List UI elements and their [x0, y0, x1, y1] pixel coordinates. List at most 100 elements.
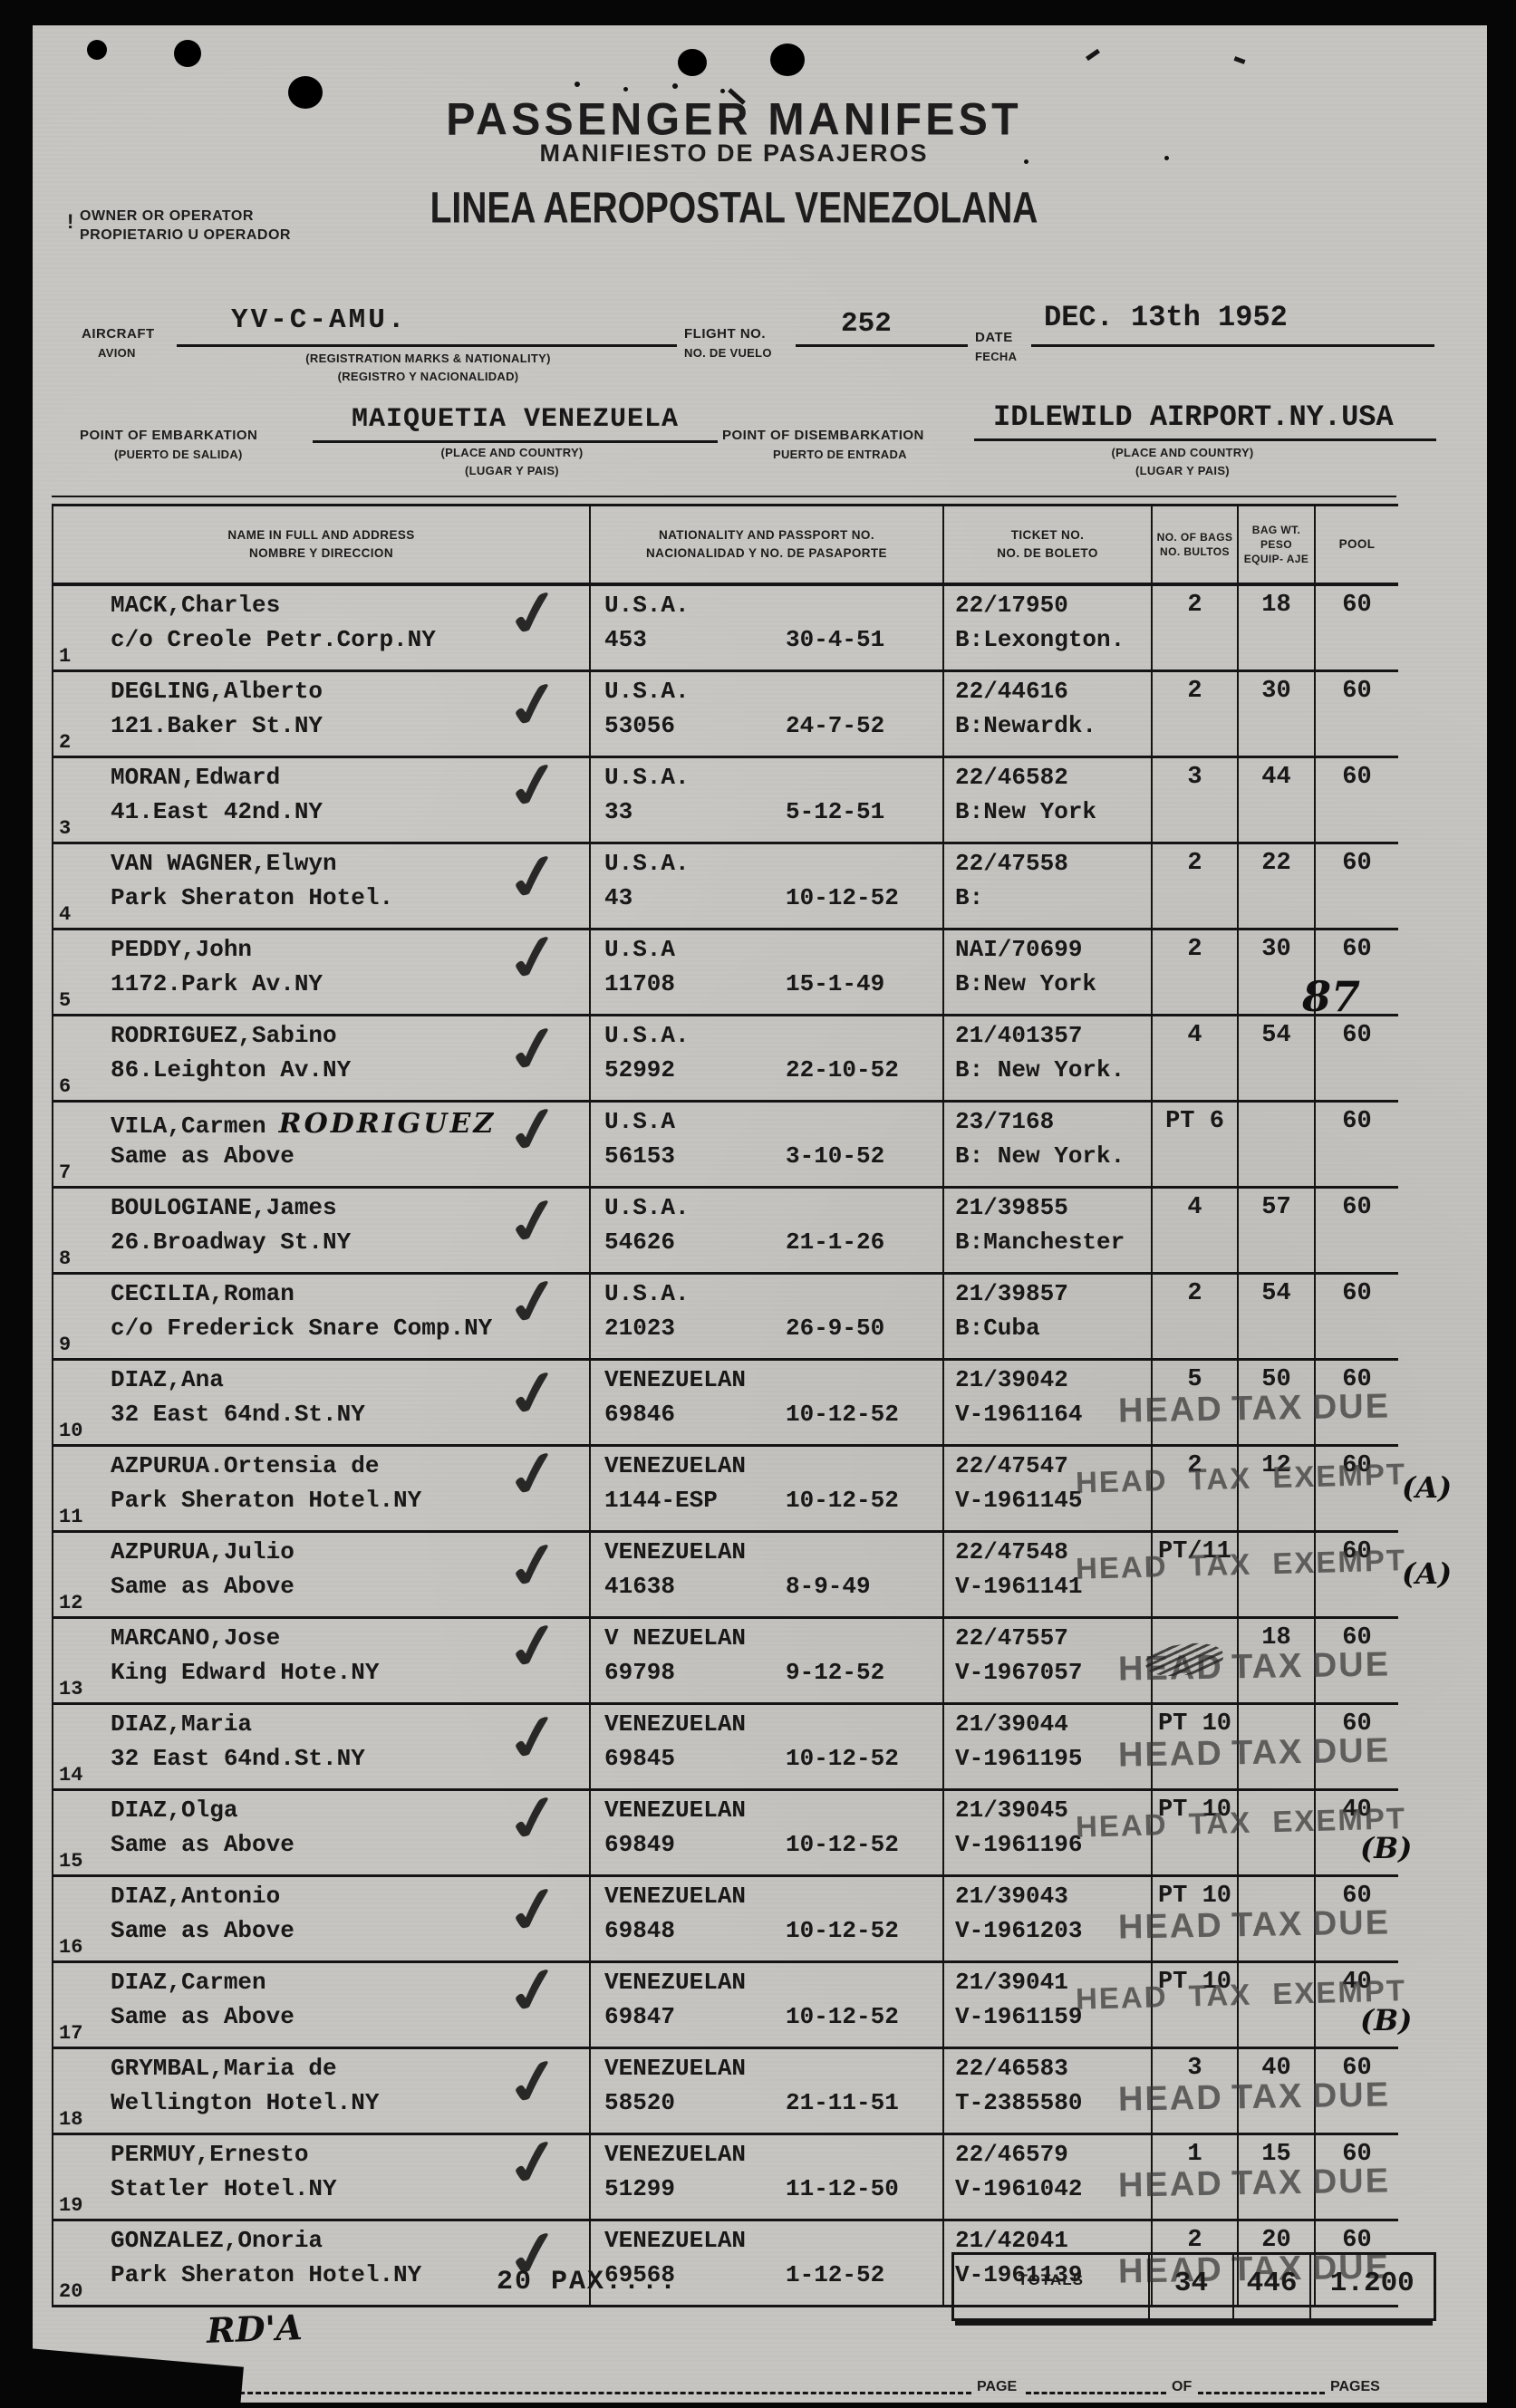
passenger-address: 26.Broadway St.NY	[111, 1228, 352, 1256]
passenger-name: DIAZ,Carmen	[111, 1969, 266, 1996]
nationality: VENEZUELAN	[604, 2141, 747, 2168]
row-number: 15	[59, 1850, 83, 1873]
airline-name: LINEA AEROPOSTAL VENEZOLANA	[430, 182, 1038, 233]
passport-number: 69846	[604, 1401, 676, 1428]
name-address-cell: DIAZ,Ana 32 East 64nd.St.NY 10	[53, 1361, 591, 1444]
pool-cell: 60	[1316, 1361, 1398, 1444]
bags-cell	[1153, 1619, 1239, 1702]
stamp-word: HEAD	[1117, 1906, 1224, 1947]
ticket-number: 21/42041	[955, 2227, 1068, 2254]
bags-count: PT 10	[1157, 1710, 1231, 1738]
date-value: DEC. 13th 1952	[1044, 301, 1288, 334]
col-header-nationality: NATIONALITY AND PASSPORT NO. NACIONALIDAD…	[591, 506, 944, 583]
nationality-passport-cell: U.S.A. 453 30-4-51	[591, 586, 944, 669]
nationality: VENEZUELAN	[604, 1969, 747, 1996]
scan-edge-top	[0, 0, 1516, 25]
bags-count: 2	[1187, 678, 1202, 705]
ticket-number: NAI/70699	[955, 936, 1083, 963]
ticket-number: 22/46579	[955, 2141, 1068, 2168]
nationality-passport-cell: VENEZUELAN 41638 8-9-49	[591, 1533, 944, 1616]
ticket-number: 22/44616	[955, 678, 1068, 705]
passenger-row: DIAZ,Olga Same as Above 15 VENEZUELAN 69849 1…	[53, 1780, 1412, 1877]
passenger-name: AZPURUA,Julio	[111, 1538, 295, 1565]
punch-hole	[87, 40, 107, 60]
pool-value: 40	[1342, 1969, 1372, 1996]
passenger-address: Same as Above	[111, 1142, 295, 1170]
ticket-number: 22/47548	[955, 1538, 1068, 1565]
passenger-address: Wellington Hotel.NY	[111, 2089, 380, 2116]
passport-date: 30-4-51	[786, 626, 885, 653]
name-address-cell: PERMUY,Ernesto Statler Hotel.NY 19	[53, 2135, 591, 2219]
passenger-address: 86.Leighton Av.NY	[111, 1056, 352, 1084]
nationality-passport-cell: U.S.A. 33 5-12-51	[591, 758, 944, 842]
row-number: 20	[59, 2280, 83, 2303]
passport-number: 453	[604, 626, 647, 653]
disembarkation-label: POINT OF DISEMBARKATION	[722, 428, 924, 443]
stamp-word: DUE	[1311, 1645, 1391, 1685]
pool-value: 60	[1342, 1624, 1372, 1652]
nationality: U.S.A.	[604, 678, 690, 705]
pool-value: 60	[1342, 1538, 1372, 1565]
name-address-cell: DEGLING,Alberto 121.Baker St.NY 2	[53, 672, 591, 756]
row-number: 17	[59, 2022, 83, 2045]
bags-cell: PT 10	[1153, 1877, 1239, 1960]
pool-value: 60	[1342, 592, 1372, 619]
pool-value: 60	[1342, 1452, 1372, 1479]
passenger-name: VILA,Carmen RODRIGUEZ	[111, 1108, 497, 1140]
nationality-passport-cell: VENEZUELAN 69846 10-12-52	[591, 1361, 944, 1444]
nationality-passport-cell: U.S.A. 21023 26-9-50	[591, 1275, 944, 1358]
pool-value: 60	[1342, 1108, 1372, 1135]
pool-cell: 60	[1316, 672, 1398, 756]
totals-bags: 34	[1150, 2255, 1235, 2318]
name-address-cell: VAN WAGNER,Elwyn Park Sheraton Hotel. 4	[53, 844, 591, 928]
pool-cell: 40	[1316, 1791, 1398, 1874]
bag-weight-cell	[1239, 1791, 1316, 1874]
row-number: 18	[59, 2108, 83, 2131]
bag-weight-cell	[1239, 1103, 1316, 1186]
stamp-word: HEAD	[1117, 1390, 1224, 1430]
name-address-cell: DIAZ,Maria 32 East 64nd.St.NY 14	[53, 1705, 591, 1788]
passport-number: 69568	[604, 2261, 676, 2288]
nationality-passport-cell: V NEZUELAN 69798 9-12-52	[591, 1619, 944, 1702]
ticket-detail: T-2385580	[955, 2089, 1083, 2116]
name-address-cell: VILA,Carmen RODRIGUEZ Same as Above 7	[53, 1103, 591, 1186]
pool-cell: 60	[1316, 1533, 1398, 1616]
pool-value: 60	[1342, 2055, 1372, 2082]
table-body: MACK,Charles c/o Creole Petr.Corp.NY 1 U.S.…	[53, 575, 1452, 2307]
embark-sub-en: (PLACE AND COUNTRY)	[440, 446, 584, 459]
ticket-detail: B:Lexongton.	[955, 626, 1125, 653]
bags-cell: PT 10	[1153, 1705, 1239, 1788]
passport-date: 10-12-52	[786, 1745, 899, 1772]
pool-value: 60	[1342, 1366, 1372, 1393]
ticket-cell: 22/47557 V-1967057	[944, 1619, 1153, 1702]
pool-value: 60	[1342, 764, 1372, 791]
col-header-ticket: TICKET NO. NO. DE BOLETO	[944, 506, 1153, 583]
row-number: 16	[59, 1936, 83, 1959]
passenger-address: c/o Creole Petr.Corp.NY	[111, 626, 436, 653]
bags-count: 2	[1187, 936, 1202, 963]
bags-count: 3	[1187, 764, 1202, 791]
passport-number: 1144-ESP	[604, 1487, 718, 1514]
bags-count: 5	[1187, 1366, 1202, 1393]
passenger-name: GRYMBAL,Maria de	[111, 2055, 337, 2082]
nationality-passport-cell: VENEZUELAN 69847 10-12-52	[591, 1963, 944, 2047]
passport-number: 56153	[604, 1142, 676, 1170]
row-number: 5	[59, 989, 72, 1012]
passenger-address: Park Sheraton Hotel.NY	[111, 2261, 422, 2288]
pool-cell: 60	[1316, 586, 1398, 669]
passenger-name: GONZALEZ,Onoria	[111, 2227, 323, 2254]
ticket-number: 22/46583	[955, 2055, 1068, 2082]
passenger-name: BOULOGIANE,James	[111, 1194, 337, 1221]
passenger-table: NAME IN FULL AND ADDRESS NOMBRE Y DIRECCI…	[52, 504, 1452, 2307]
stamp-word: TAX	[1231, 1733, 1304, 1773]
passenger-name: AZPURUA.Ortensia de	[111, 1452, 380, 1479]
bags-cell: PT/11	[1153, 1533, 1239, 1616]
bag-weight: 30	[1261, 678, 1291, 705]
nationality-passport-cell: VENEZUELAN 69848 10-12-52	[591, 1877, 944, 1960]
nationality: U.S.A.	[604, 1022, 690, 1049]
stamp-word: DUE	[1311, 1903, 1391, 1943]
passport-number: 11708	[604, 970, 676, 997]
